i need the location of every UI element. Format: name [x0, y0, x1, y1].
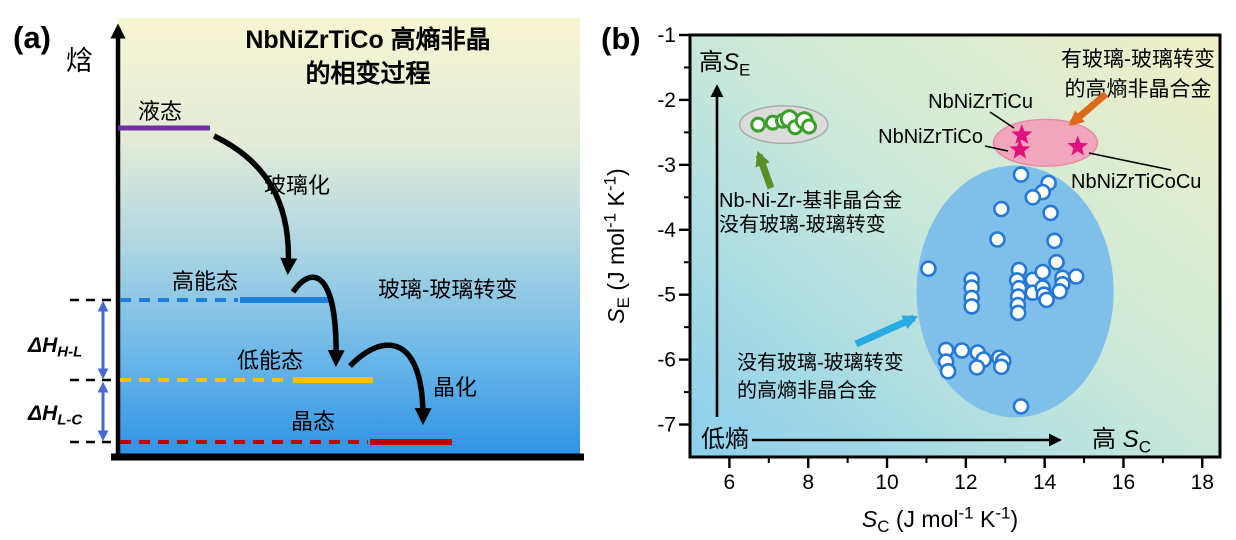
alloy-label-nbnizrticu: NbNiZrTiCu: [928, 91, 1033, 113]
glass-glass-transition-arrow: [290, 274, 345, 368]
scatter-point-series1: [1067, 268, 1085, 285]
y-tick-label: -4: [657, 219, 676, 242]
scatter-point-series2: [750, 116, 767, 133]
crystal-state-label: 晶态: [291, 409, 335, 434]
crystallization-label: 晶化: [433, 375, 477, 400]
y-tick-label: -7: [657, 414, 676, 437]
vitrification-label: 玻璃化: [264, 173, 330, 198]
with-ggt-pointer-arrow: [1068, 91, 1109, 126]
scatter-point-series1: [989, 231, 1006, 248]
with-ggt-annotation-line1: 有玻璃-玻璃转变: [1061, 48, 1215, 71]
ggt-group-ellipse: [992, 118, 1099, 167]
x-tick-label: 18: [1191, 471, 1214, 494]
scatter-point-series1: [1038, 291, 1055, 309]
panel-a-tag: (a): [13, 20, 51, 55]
x-axis-title: SC (J mol-1 K-1): [862, 503, 1018, 536]
nb-ni-zr-pointer-arrow: [755, 150, 775, 190]
with-ggt-annotation-line2: 的高熵非晶合金: [1065, 78, 1212, 101]
scatter-point-series1: [1009, 304, 1027, 322]
leader-line-nbnizrtico: [984, 145, 1009, 152]
y-tick-label: -5: [657, 284, 676, 307]
high-se-label: 高SE: [699, 49, 750, 79]
nb-ni-zr-annotation-line1: Nb-Ni-Zr-基非晶合金: [719, 189, 902, 212]
panel-b-tag: (b): [601, 21, 641, 56]
delta-h-lc-label: ΔHL-C: [27, 402, 83, 429]
star-marker-NbNiZrTiCo: [1009, 138, 1031, 159]
x-tick-label: 6: [724, 471, 736, 494]
without-ggt-annotation-line1: 没有玻璃-玻璃转变: [737, 351, 904, 374]
scatter-point-series2: [801, 118, 817, 135]
panel-b-scatter-chart: 高SE低熵高 SC有玻璃-玻璃转变的高熵非晶合金Nb-Ni-Zr-基非晶合金没有…: [600, 24, 1222, 536]
x-tick-label: 14: [1033, 471, 1057, 494]
leader-line-nbnizrticu: [989, 111, 1015, 129]
scatter-point-series1: [992, 358, 1010, 376]
x-tick-label: 16: [1112, 471, 1135, 494]
leader-line-nbnizrticocu: [1088, 152, 1172, 171]
scatter-point-series1: [1046, 232, 1063, 250]
diagram-title-line1: NbNiZrTiCo 高熵非晶: [245, 25, 490, 54]
scatter-point-series1: [1012, 166, 1030, 183]
high-energy-state-label: 高能态: [172, 269, 238, 294]
axis-frame: [688, 33, 1222, 459]
alloy-label-nbnizrtico: NbNiZrTiCo: [878, 126, 983, 148]
x-tick-label: 12: [954, 471, 977, 494]
alloy-label-nbnizrticocu: NbNiZrTiCoCu: [1071, 171, 1201, 193]
high-sc-label: 高 SC: [1092, 426, 1151, 456]
scatter-point-series1: [1051, 283, 1068, 300]
scatter-point-series1: [1024, 189, 1042, 206]
scatter-point-series1: [968, 359, 986, 376]
scatter-point-series1: [1042, 204, 1059, 222]
star-marker-NbNiZrTiCu: [1011, 124, 1033, 144]
delta-h-hl-label: ΔHH-L: [27, 334, 82, 361]
liquid-state-label: 液态: [138, 99, 182, 124]
scatter-point-series1: [1048, 253, 1065, 271]
glass-glass-transition-label: 玻璃-玻璃转变: [378, 277, 517, 302]
scatter-point-series1: [963, 298, 981, 315]
low-entropy-label: 低熵: [701, 426, 749, 453]
without-ggt-pointer-arrow: [854, 314, 919, 348]
crystallization-arrow: [348, 342, 432, 426]
star-marker-NbNiZrTiCoCu: [1067, 135, 1089, 156]
y-tick-label: -6: [657, 349, 676, 372]
scatter-point-series1: [1034, 263, 1052, 281]
without-ggt-annotation-line2: 的高熵非晶合金: [737, 379, 877, 402]
x-tick-label: 10: [875, 471, 898, 494]
scatter-point-series1: [953, 342, 971, 359]
scatter-point-series1: [1012, 398, 1030, 415]
scatter-point-series1: [992, 200, 1010, 218]
y-axis-title: SE (J mol-1 K-1): [600, 168, 633, 323]
nb-ni-zr-annotation-line2: 没有玻璃-玻璃转变: [719, 213, 886, 236]
y-tick-label: -3: [657, 154, 676, 177]
x-tick-label: 8: [802, 471, 814, 494]
y-tick-label: -1: [657, 24, 676, 47]
low-energy-state-label: 低能态: [237, 348, 303, 373]
diagram-title-line2: 的相变过程: [305, 59, 430, 88]
enthalpy-axis-label: 焓: [66, 46, 93, 76]
scatter-point-series1: [920, 260, 937, 278]
y-tick-label: -2: [657, 89, 676, 112]
vitrification-arrow: [212, 133, 298, 276]
scatter-point-series1: [939, 362, 957, 380]
